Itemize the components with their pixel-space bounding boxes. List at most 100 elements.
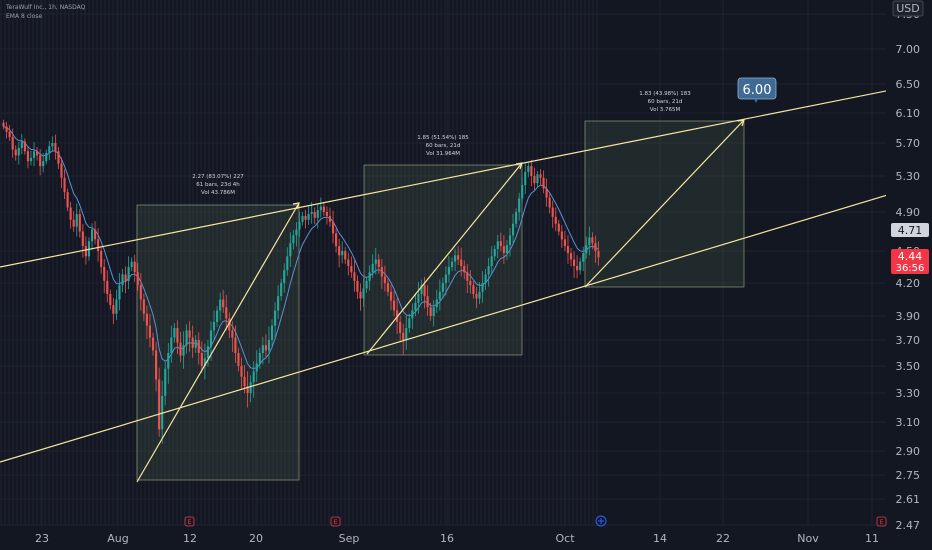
target-price-callout[interactable]: 6.00 [737,77,777,103]
y-tick-label: 2.61 [896,493,921,506]
stripe [28,0,30,526]
candle-body [283,270,286,283]
stripe [60,0,62,526]
candle-body [435,299,438,308]
candle-body [124,274,127,281]
stripe [484,0,486,526]
candle-body [182,345,185,356]
y-tick-label: 4.20 [896,277,921,290]
candle-body [267,340,271,351]
y-tick-label: 5.70 [896,137,921,150]
candle-body [399,322,402,333]
earnings-marker-3[interactable]: E [876,516,887,527]
lower-channel-line[interactable] [0,193,892,463]
stripe [80,0,82,526]
stripe [340,0,342,526]
candle-body [478,291,481,299]
candle-body [457,255,460,260]
y-axis-ticks: 7.507.006.506.105.705.304.904.504.203.90… [896,8,921,532]
stripe [468,0,470,526]
stripe [512,0,514,526]
candle-body [11,137,14,150]
stripe [528,0,530,526]
x-tick-label: 16 [440,532,454,545]
candle-body [246,386,249,393]
stripe [156,0,158,526]
candle-body [368,272,371,281]
candle-body [118,285,121,300]
svg-text:E: E [334,519,338,526]
candle-body [295,229,298,236]
candle-body [170,337,173,353]
x-tick-label: 12 [183,532,197,545]
candle-body [411,310,414,319]
candle-body [576,265,579,271]
candle-body [109,294,112,305]
stripe [176,0,178,526]
candle-body [475,294,478,299]
candle-body [191,337,194,348]
stripe [428,0,430,526]
event-plus-icon[interactable] [595,515,607,527]
candle-body [466,272,469,281]
candle-body [145,313,148,326]
candle-body [359,291,362,299]
candle-body [216,310,219,322]
stripe [516,0,518,526]
candle-body [249,382,252,393]
earnings-marker-2[interactable]: E [330,516,341,527]
stripe [208,0,210,526]
candle-body [155,350,158,380]
earnings-marker-1[interactable]: E [184,516,195,527]
measurement-note-line2: 60 bars, 21d [648,99,683,105]
candle-body [23,141,26,152]
candle-body [17,147,20,156]
candle-body [533,176,536,184]
x-tick-label: Aug [107,532,128,545]
stripe [76,0,78,526]
stripe [24,0,26,526]
measure-arrow-3[interactable] [584,119,745,288]
measurement-note-line3: Vol 43.786M [201,190,235,196]
candle-body [103,267,106,281]
stripe [596,0,598,526]
stripe [368,0,370,526]
candle-body [557,223,560,232]
stripe [420,0,422,526]
stripe [52,0,54,526]
candle-body [130,261,133,267]
candle-body [270,325,274,340]
stripe [360,0,362,526]
candle-body [316,210,319,218]
stripe [332,0,334,526]
measure-arrow-1[interactable] [136,202,300,483]
stripe [492,0,494,526]
upper-channel-line[interactable] [0,89,892,268]
stripe [456,0,458,526]
countdown-text: 36:56 [896,263,925,274]
reference-price-text: 4.71 [898,224,923,237]
candle-body [280,283,283,297]
candle-body [29,157,33,162]
candle-body [14,149,17,156]
candle-body [225,307,228,319]
y-tick-label: 3.90 [896,310,921,323]
stripe [192,0,194,526]
y-tick-label: 3.10 [896,416,921,429]
candle-body [127,267,130,281]
candle-body [48,146,51,153]
candle-body [212,322,216,331]
currency-label[interactable]: USD [892,0,924,17]
stripe [244,0,246,526]
candle-body [258,353,261,364]
stripe [416,0,418,526]
stripe [200,0,202,526]
candle-body [444,274,447,283]
arrow-head [292,202,300,210]
stripe [292,0,294,526]
y-tick-label: 7.00 [896,43,921,56]
measure-arrow-2[interactable] [366,162,523,355]
stripe [188,0,190,526]
candle-body [405,328,408,340]
